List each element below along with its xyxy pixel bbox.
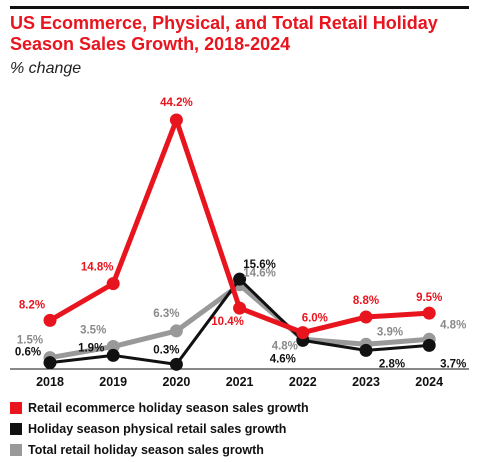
data-point-total [169, 324, 183, 338]
data-point-physical [169, 357, 183, 371]
data-point-ecommerce [169, 113, 183, 127]
title-rule [10, 6, 469, 9]
data-label-physical: 15.6% [243, 259, 276, 271]
legend-item-physical: Holiday season physical retail sales gro… [10, 418, 309, 439]
x-tick-label: 2022 [289, 375, 317, 389]
legend-swatch-total [10, 443, 22, 456]
x-tick-label: 2021 [226, 375, 254, 389]
data-point-physical [233, 272, 247, 286]
data-label-ecommerce: 44.2% [160, 97, 193, 109]
data-point-ecommerce [422, 306, 436, 320]
x-tick-label: 2020 [162, 375, 190, 389]
data-point-physical [422, 338, 436, 352]
legend-item-ecommerce: Retail ecommerce holiday season sales gr… [10, 397, 309, 418]
chart-subtitle: % change [10, 60, 82, 77]
legend-swatch-physical [10, 422, 22, 435]
legend-swatch-ecommerce [10, 401, 22, 414]
data-label-physical: 0.6% [15, 347, 41, 359]
data-label-ecommerce: 6.0% [302, 313, 328, 325]
x-tick-label: 2023 [352, 375, 380, 389]
legend-label-ecommerce: Retail ecommerce holiday season sales gr… [28, 400, 309, 415]
data-label-total: 3.9% [377, 326, 403, 338]
data-label-total: 4.8% [272, 340, 298, 352]
data-label-ecommerce: 8.2% [19, 299, 45, 311]
data-point-ecommerce [43, 313, 57, 327]
data-point-physical [106, 348, 120, 362]
data-label-total: 14.6% [243, 268, 276, 280]
data-label-ecommerce: 8.8% [353, 295, 379, 307]
x-tick-label: 2018 [36, 375, 64, 389]
data-point-ecommerce [359, 310, 373, 324]
data-label-total: 3.5% [80, 325, 106, 337]
data-label-physical: 2.8% [379, 358, 405, 370]
data-label-ecommerce: 14.8% [81, 262, 114, 274]
data-label-total: 6.3% [153, 308, 179, 320]
data-point-total [106, 340, 120, 354]
data-label-physical: 0.3% [153, 344, 179, 356]
data-label-physical: 3.7% [440, 358, 466, 370]
data-point-physical [43, 356, 57, 370]
chart-title: US Ecommerce, Physical, and Total Retail… [10, 13, 438, 54]
x-tick-label: 2024 [415, 375, 443, 389]
data-label-total: 1.5% [17, 335, 43, 347]
x-tick-label: 2019 [99, 375, 127, 389]
data-point-ecommerce [233, 301, 247, 315]
data-point-ecommerce [296, 326, 310, 340]
legend-label-total: Total retail holiday season sales growth [28, 442, 264, 457]
data-label-ecommerce: 10.4% [211, 316, 244, 328]
data-label-total: 4.8% [440, 319, 466, 331]
legend-label-physical: Holiday season physical retail sales gro… [28, 421, 287, 436]
data-label-physical: 4.6% [270, 353, 296, 365]
data-label-physical: 1.9% [78, 342, 104, 354]
data-point-ecommerce [106, 277, 120, 291]
data-point-physical [359, 343, 373, 357]
legend: Retail ecommerce holiday season sales gr… [10, 397, 309, 460]
legend-item-total: Total retail holiday season sales growth [10, 439, 309, 460]
data-label-ecommerce: 9.5% [416, 292, 442, 304]
